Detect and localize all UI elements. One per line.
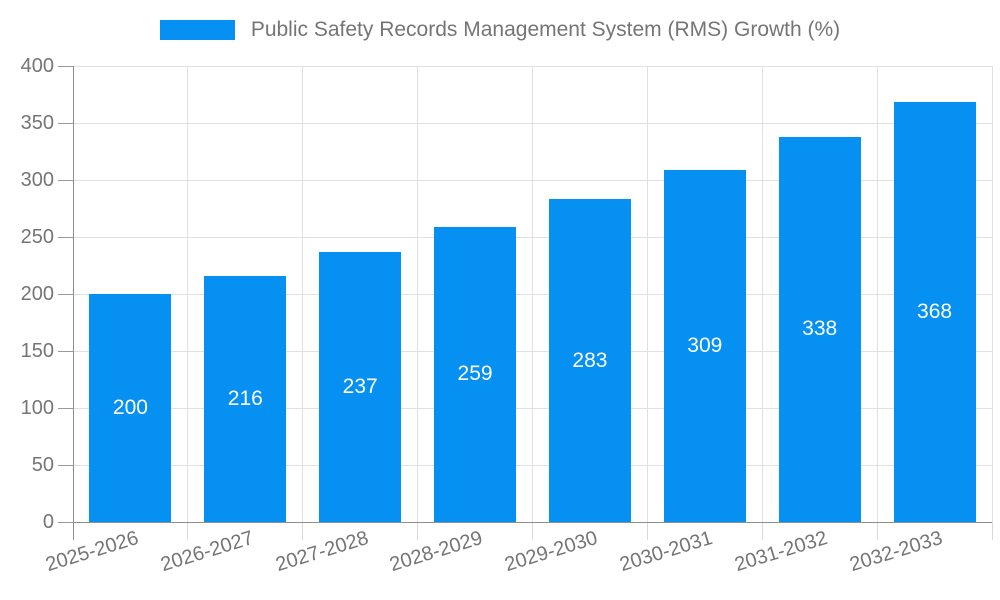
x-axis-tick [532,522,533,540]
bar [204,275,287,522]
bar [663,169,746,522]
bar-value-label: 338 [802,317,838,341]
x-tick-label: 2026-2027 [157,527,256,577]
bar-value-label: 368 [917,300,953,324]
x-tick-label: 2032-2033 [847,527,945,577]
gridline-v [532,66,533,522]
y-axis-tick [58,407,73,409]
bar-value-label: 237 [342,374,378,398]
gridline-v [302,66,304,522]
y-tick-label: 100 [20,397,54,419]
y-tick-label: 0 [42,511,54,533]
gridline-v [761,66,763,522]
y-axis-tick [58,179,73,181]
x-axis-tick [876,522,878,540]
legend-label: Public Safety Records Management System … [250,18,841,41]
y-axis-tick [58,236,73,238]
y-axis-line [73,66,74,540]
x-axis-tick [761,522,763,540]
x-axis-tick [417,522,419,540]
bar-value-label: 259 [457,362,493,386]
gridline-v [187,66,189,522]
y-tick-label: 200 [20,283,54,305]
y-axis-tick [58,521,73,523]
y-tick-label: 50 [31,454,54,476]
x-axis-tick [991,522,993,540]
y-tick-label: 300 [20,169,54,191]
x-axis-tick [187,522,189,540]
bar [319,251,402,522]
bar [893,102,976,522]
x-axis-tick [302,522,304,540]
x-axis-tick [646,522,648,540]
bar-value-label: 216 [227,386,263,410]
y-tick-label: 150 [20,340,54,362]
bar [89,294,172,522]
y-axis-tick [58,464,73,466]
gridline-v [876,66,878,522]
bar-value-label: 309 [687,333,723,357]
y-axis-tick [58,293,73,295]
x-tick-label: 2025-2026 [42,527,141,577]
legend: Public Safety Records Management System … [0,18,1000,42]
y-tick-label: 400 [20,55,54,77]
y-axis-tick [58,65,73,67]
bar-value-label: 200 [112,396,148,419]
y-tick-label: 350 [20,112,54,134]
gridline-v [417,66,419,522]
gridline-v [646,66,648,522]
x-axis-line [73,522,992,523]
x-tick-label: 2031-2032 [732,527,831,577]
bar [434,226,517,522]
y-axis-tick [58,122,73,124]
x-tick-label: 2030-2031 [617,527,716,577]
bar-value-label: 283 [572,348,608,372]
x-tick-label: 2028-2029 [387,527,486,577]
y-axis-tick [58,350,73,352]
bar [548,199,631,522]
gridline-v [991,66,993,522]
legend-swatch [159,20,235,40]
x-tick-label: 2027-2028 [272,527,371,577]
y-tick-label: 250 [20,226,54,248]
x-tick-label: 2029-2030 [502,527,601,577]
bar [778,136,861,522]
